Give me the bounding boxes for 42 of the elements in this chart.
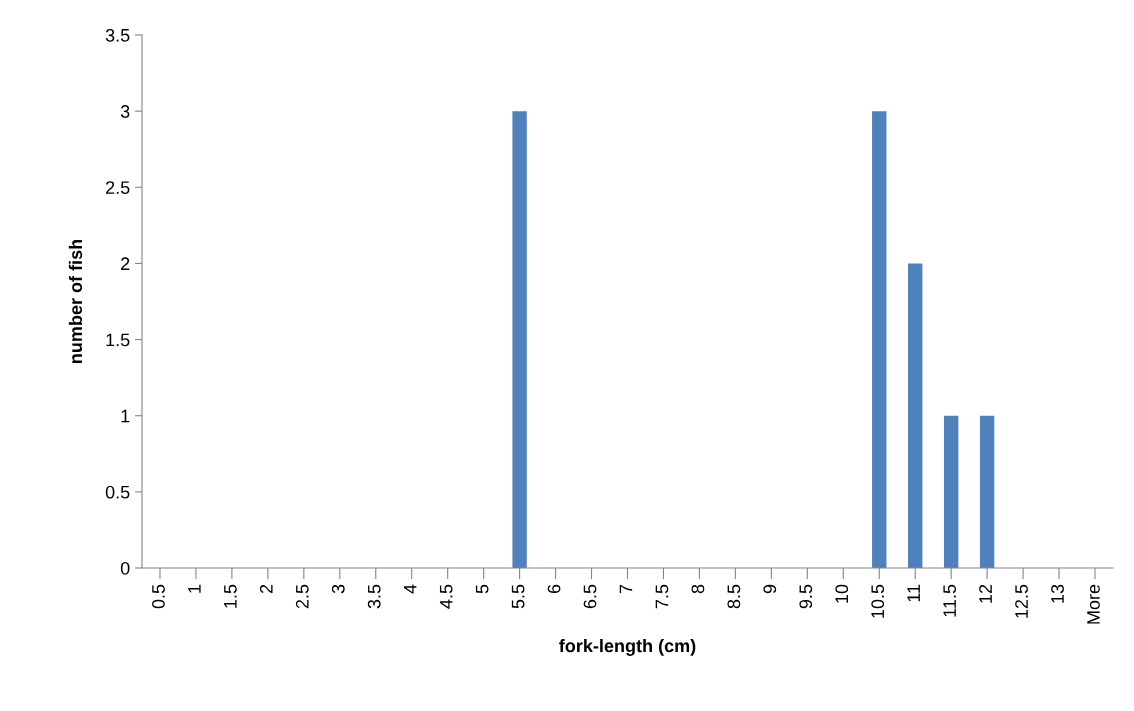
bar — [979, 415, 995, 568]
x-tick-label: 1 — [188, 584, 201, 593]
x-tick-label: 9.5 — [799, 584, 813, 609]
y-tick-label: 3 — [120, 105, 130, 118]
x-tick-label: 3 — [331, 584, 345, 594]
x-tick-label: 9 — [763, 584, 777, 594]
y-tick-label: 0.5 — [105, 485, 130, 499]
x-tick-label: 5 — [475, 584, 489, 594]
y-axis-title: number of fish — [68, 239, 83, 363]
bar — [908, 263, 923, 568]
x-tick-label: 11 — [907, 584, 920, 602]
x-tick-label: 10.5 — [871, 584, 885, 618]
x-axis-title: fork-length (cm) — [559, 638, 696, 656]
x-tick-label: 0.5 — [152, 584, 165, 609]
y-tick-label: 0 — [120, 561, 130, 575]
x-tick-label: 11.5 — [943, 584, 957, 617]
x-tick-label: 12 — [979, 584, 992, 603]
y-tick-label: 1.5 — [106, 333, 130, 347]
y-tick-label: 3.5 — [105, 28, 130, 42]
x-tick-label: 8.5 — [727, 584, 741, 609]
x-tick-label: 1.5 — [224, 584, 237, 608]
x-tick-label: 6.5 — [583, 584, 597, 609]
bar — [512, 111, 527, 568]
x-tick-label: 5.5 — [511, 584, 525, 609]
x-tick-label: 2.5 — [295, 584, 309, 609]
x-tick-label: 10 — [835, 584, 849, 603]
x-tick-label: 4 — [403, 584, 417, 594]
y-tick-label: 2.5 — [106, 181, 130, 195]
x-tick-label: 2 — [259, 584, 273, 594]
x-tick-label: More — [1087, 584, 1100, 624]
bar — [872, 111, 887, 568]
x-tick-label: 12.5 — [1015, 584, 1028, 618]
y-tick-label: 1 — [121, 409, 130, 423]
x-tick-label: 4.5 — [439, 584, 453, 609]
x-tick-label: 13 — [1051, 584, 1064, 603]
x-tick-label: 3.5 — [367, 584, 381, 609]
x-tick-label: 8 — [691, 584, 705, 594]
x-tick-label: 7 — [619, 584, 633, 594]
x-tick-label: 6 — [547, 584, 561, 594]
bar — [943, 415, 959, 568]
x-tick-label: 7.5 — [655, 584, 669, 609]
y-tick-label: 2 — [121, 257, 130, 270]
